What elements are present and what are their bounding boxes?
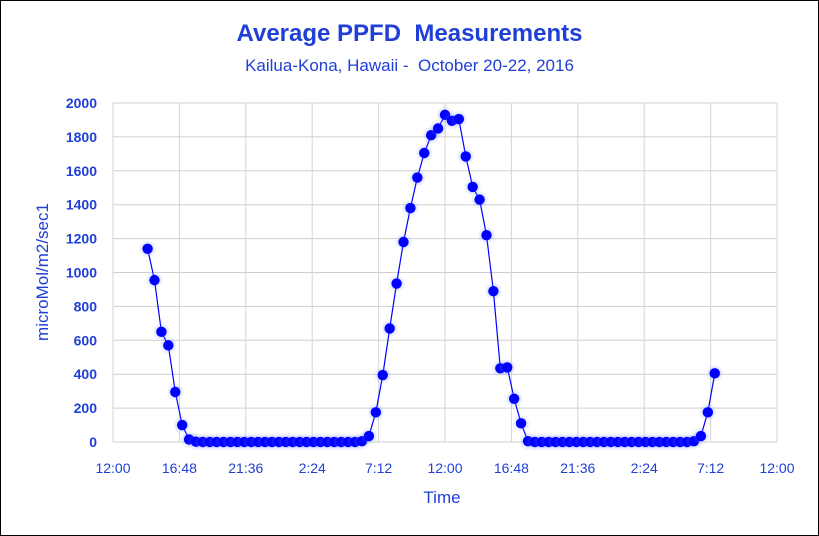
data-point (149, 274, 160, 286)
x-tick-label: 21:36 (560, 460, 595, 476)
data-point (508, 393, 520, 404)
x-tick-label: 2:24 (299, 460, 326, 476)
chart-subtitle: Kailua-Kona, Hawaii - October 20-22, 201… (245, 56, 574, 75)
data-point (163, 340, 174, 351)
data-point (391, 278, 402, 289)
data-point (363, 430, 375, 442)
data-point (176, 419, 188, 431)
x-tick-label: 21:36 (228, 460, 263, 476)
data-point (515, 418, 527, 429)
point-layer (138, 105, 724, 451)
data-point (502, 362, 513, 373)
data-point (170, 386, 181, 398)
x-tick-label: 12:00 (427, 460, 462, 476)
data-point (709, 368, 720, 379)
x-tick-label: 7:12 (697, 460, 724, 476)
series-line (147, 113, 716, 443)
y-tick-label: 0 (89, 434, 97, 450)
y-tick-label: 1600 (66, 163, 97, 179)
data-point (370, 407, 382, 418)
x-tick-label: 12:00 (95, 460, 130, 476)
data-point (432, 123, 444, 134)
data-point (460, 151, 471, 162)
y-tick-label: 1000 (66, 265, 97, 281)
data-point (142, 243, 153, 254)
data-point (488, 285, 499, 297)
data-point (398, 236, 409, 248)
grid-layer (112, 99, 778, 443)
data-point (156, 326, 167, 338)
data-point (702, 407, 714, 418)
y-axis-title: microMol/m2/sec1 (33, 203, 52, 341)
data-point (453, 113, 465, 125)
y-tick-label: 600 (74, 332, 98, 348)
x-tick-label: 2:24 (631, 460, 658, 476)
y-tick-label: 1800 (66, 129, 97, 145)
x-tick-label: 7:12 (365, 460, 392, 476)
data-point (405, 202, 416, 214)
y-tick-label: 2000 (66, 95, 97, 111)
data-point (467, 181, 478, 193)
y-tick-label: 1200 (66, 231, 97, 247)
chart-title: Average PPFD Measurements (236, 20, 583, 47)
y-tick-label: 400 (74, 366, 98, 382)
series-layer (147, 113, 716, 443)
data-point (377, 369, 388, 381)
y-tick-label: 200 (74, 400, 98, 416)
y-tick-label: 800 (74, 298, 98, 314)
data-point (384, 323, 395, 334)
y-tick-label: 1400 (66, 197, 97, 213)
data-point (481, 230, 492, 241)
x-axis-title: Time (423, 488, 460, 507)
x-tick-label: 16:48 (494, 460, 529, 476)
x-tick-label: 12:00 (759, 460, 794, 476)
data-point (419, 147, 430, 159)
data-point (695, 430, 707, 442)
data-point (412, 172, 423, 183)
data-point (474, 194, 485, 205)
x-tick-label: 16:48 (162, 460, 197, 476)
axis-layer: 0 200 400 600 800 1000 1200 1400 1600 1800 2000 12:… (66, 95, 795, 476)
